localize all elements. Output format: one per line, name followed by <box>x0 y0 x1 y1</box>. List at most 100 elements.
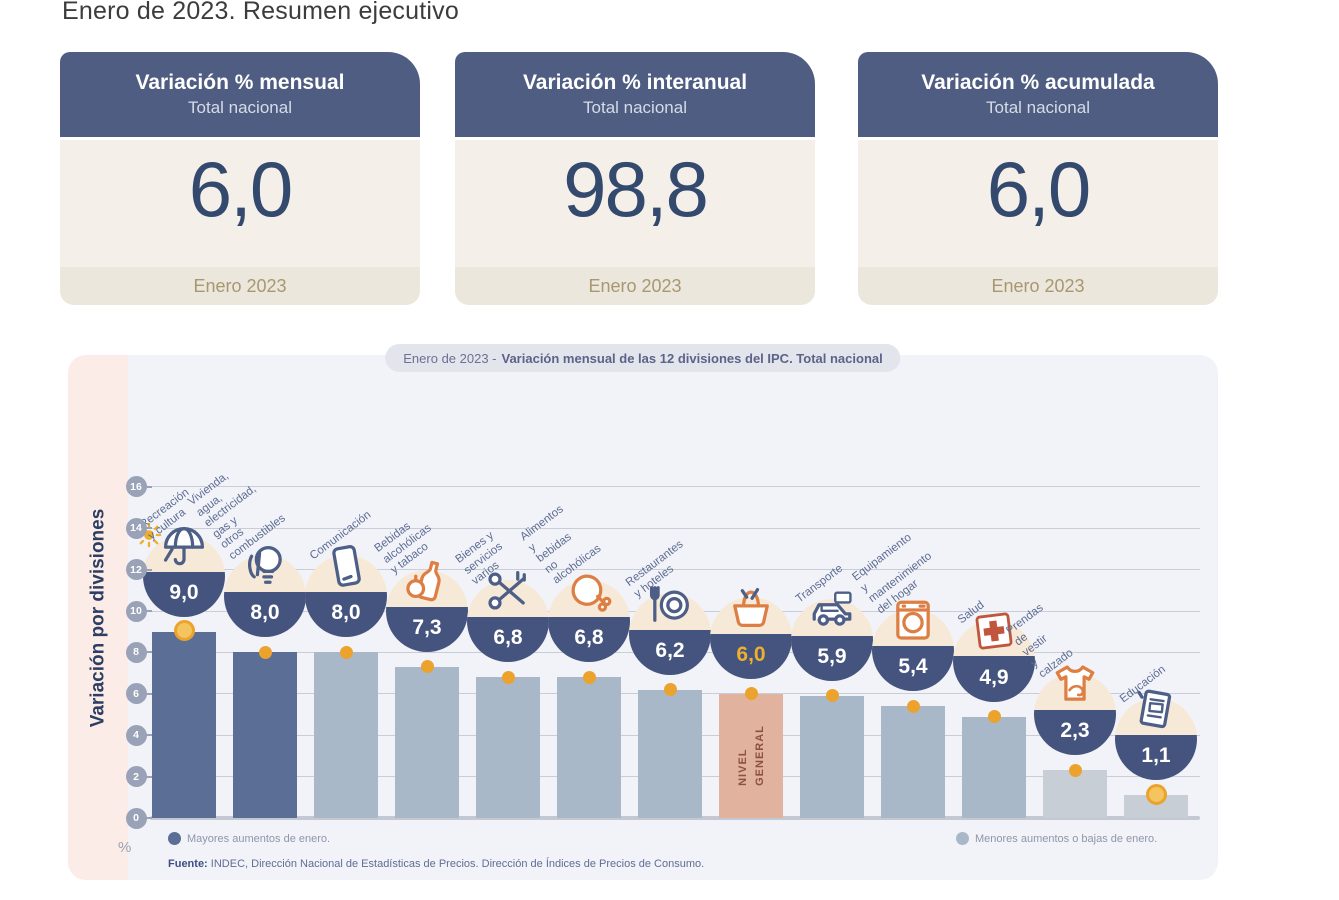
chart-bar <box>638 689 702 818</box>
division-bubble: 5,4 <box>872 600 954 692</box>
tshirt-icon <box>1049 658 1101 710</box>
y-axis-tick: 14 <box>125 517 147 539</box>
chart-panel: Variación por divisiones 0 2 4 6 8 10 12 14 16 9,… <box>68 355 1218 880</box>
card-yearly-variation: Variación % interanual Total nacional 98… <box>455 52 815 305</box>
card-title: Variación % mensual <box>135 71 345 94</box>
bar-marker-dot <box>1068 763 1082 777</box>
source-note: Fuente: INDEC, Dirección Nacional de Est… <box>168 858 704 870</box>
smartphone-icon <box>320 540 372 592</box>
card-body: 6,0 Enero 2023 <box>60 140 420 305</box>
division-bubble: 7,3 <box>386 560 468 652</box>
division-value: 4,9 <box>979 665 1009 689</box>
card-subtitle: Total nacional <box>583 98 687 117</box>
card-title: Variación % interanual <box>522 71 748 94</box>
division-bubble: 9,0 <box>136 522 225 617</box>
division-bubble: 1,1 <box>1115 689 1197 781</box>
scissors-icon <box>482 565 534 617</box>
bar-marker-dot <box>582 670 596 684</box>
card-subtitle: Total nacional <box>188 98 292 117</box>
card-body: 6,0 Enero 2023 <box>858 140 1218 305</box>
card-period: Enero 2023 <box>455 267 815 305</box>
division-bubble: 6,8 <box>548 574 630 663</box>
medical-cross-icon <box>968 605 1020 657</box>
division-value: 6,0 <box>736 642 766 666</box>
division-bubble: 5,9 <box>791 591 873 681</box>
chart-bar <box>233 652 297 818</box>
chart-title-bold: Variación mensual de las 12 divisiones d… <box>501 350 883 366</box>
bubble-bowl: 7,3 <box>386 570 468 652</box>
division-bubble: 4,9 <box>953 612 1035 702</box>
division-bubble: 6,2 <box>629 585 711 675</box>
division-bubble: 6,8 <box>467 571 549 663</box>
y-axis-unit: % <box>118 839 132 856</box>
legend-dark: Mayores aumentos de enero. <box>168 832 330 845</box>
gridline <box>150 527 1200 529</box>
legend-light: Menores aumentos o bajas de enero. <box>956 832 1157 845</box>
bubble-bowl: 8,0 <box>305 555 387 638</box>
bubble-bowl: 8,0 <box>224 555 306 638</box>
coin-marker <box>173 620 195 642</box>
division-value: 5,9 <box>817 644 847 668</box>
chart-bar <box>1124 795 1188 818</box>
bubble-bowl: 4,9 <box>953 620 1035 702</box>
bar-marker-dot <box>339 645 353 659</box>
division-bubble: 8,0 <box>305 545 387 638</box>
bar-marker-dot <box>663 683 677 697</box>
chart-bar <box>962 716 1026 818</box>
division-value: 2,3 <box>1060 719 1090 743</box>
bar-marker-dot <box>825 689 839 703</box>
division-value: 9,0 <box>169 580 199 604</box>
bubble-bowl: 6,2 <box>629 593 711 675</box>
card-header: Variación % acumulada Total nacional <box>858 52 1218 137</box>
bubble-bowl: 9,0 <box>143 535 225 617</box>
gridline <box>150 486 1200 488</box>
chart-bar <box>152 631 216 818</box>
bubble-bowl: 1,1 <box>1115 698 1197 781</box>
plate-fork-icon <box>644 578 696 630</box>
card-period: Enero 2023 <box>60 267 420 305</box>
card-body: 98,8 Enero 2023 <box>455 140 815 305</box>
y-axis-tick: 12 <box>125 559 147 581</box>
book-icon <box>1130 683 1182 735</box>
division-bubble: 8,0 <box>224 546 306 638</box>
card-value: 6,0 <box>188 145 293 233</box>
y-axis-tick: 6 <box>125 683 147 705</box>
division-value: 8,0 <box>331 601 361 625</box>
axis-strip <box>68 355 128 880</box>
division-value: 6,8 <box>493 626 523 650</box>
bar-marker-dot <box>987 710 1001 724</box>
card-monthly-variation: Variación % mensual Total nacional 6,0 E… <box>60 52 420 305</box>
chart-bar <box>881 706 945 818</box>
bar-marker-dot <box>501 670 515 684</box>
coin-marker <box>1145 783 1167 805</box>
umbrella-icon <box>158 520 210 572</box>
bar-marker-dot <box>906 699 920 713</box>
gridline <box>150 816 1200 820</box>
page-title: Enero de 2023. Resumen ejecutivo <box>62 0 459 25</box>
bubble-bowl: 6,8 <box>467 580 549 663</box>
chart-bar <box>476 677 540 818</box>
legend-dark-label: Mayores aumentos de enero. <box>187 832 331 845</box>
source-label: Fuente: <box>168 858 208 870</box>
bubble-bowl: 6,0 <box>710 597 792 679</box>
chart-title-prefix: Enero de 2023 - <box>403 350 497 366</box>
card-header: Variación % mensual Total nacional <box>60 52 420 137</box>
bubble-bowl: 5,4 <box>872 609 954 692</box>
chart-bar <box>314 652 378 818</box>
chart-bar <box>557 677 621 818</box>
bar-marker-dot <box>258 645 272 659</box>
bottle-icon <box>401 555 453 607</box>
division-value: 5,4 <box>898 655 928 679</box>
source-text: INDEC, Dirección Nacional de Estadística… <box>207 858 705 870</box>
card-period: Enero 2023 <box>858 267 1218 305</box>
division-value: 8,0 <box>250 601 280 625</box>
division-value: 6,2 <box>655 638 685 662</box>
card-header: Variación % interanual Total nacional <box>455 52 815 137</box>
chart-bar <box>395 666 459 818</box>
bar-marker-dot <box>744 687 758 701</box>
bar-chart: 0 2 4 6 8 10 12 14 16 9,0 Recreación y cultura 8,0 V… <box>68 355 1218 880</box>
card-accumulated-variation: Variación % acumulada Total nacional 6,0… <box>858 52 1218 305</box>
washing-machine-icon <box>887 594 939 646</box>
division-bubble: 2,3 <box>1034 665 1116 756</box>
legend-dark-swatch <box>168 832 181 845</box>
